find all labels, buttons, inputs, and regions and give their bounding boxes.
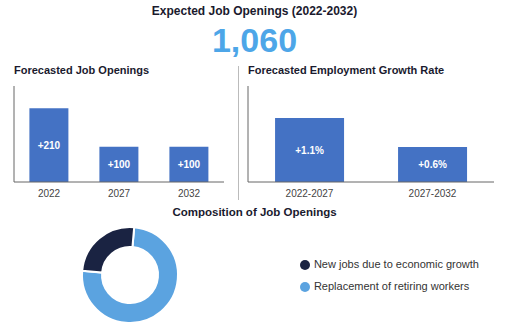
svg-text:2027-2032: 2027-2032: [409, 188, 457, 199]
svg-text:+100: +100: [108, 159, 131, 170]
svg-text:+0.6%: +0.6%: [418, 159, 447, 170]
svg-text:+100: +100: [178, 159, 201, 170]
html-text:Forecasted Job Openings: Forecasted Job Openings: [14, 64, 150, 76]
html-text:Composition of Job Openings: Composition of Job Openings: [172, 206, 337, 218]
svg-text:2032: 2032: [178, 188, 201, 199]
svg-text:+1.1%: +1.1%: [295, 145, 324, 156]
svg-text:2022: 2022: [38, 188, 61, 199]
svg-text:+210: +210: [38, 140, 61, 151]
html-text:Forecasted Employment Growth R: Forecasted Employment Growth Rate: [248, 64, 445, 76]
html-text:Expected Job Openings (2022-20: Expected Job Openings (2022-2032): [151, 4, 358, 18]
html-text:New jobs due to economic growt: New jobs due to economic growth: [313, 258, 479, 270]
html-text:Replacement of retiring worker: Replacement of retiring workers: [313, 280, 470, 292]
svg-text:2022-2027: 2022-2027: [286, 188, 334, 199]
svg-text:2027: 2027: [108, 188, 131, 199]
html-text:1,060: 1,060: [212, 21, 297, 59]
